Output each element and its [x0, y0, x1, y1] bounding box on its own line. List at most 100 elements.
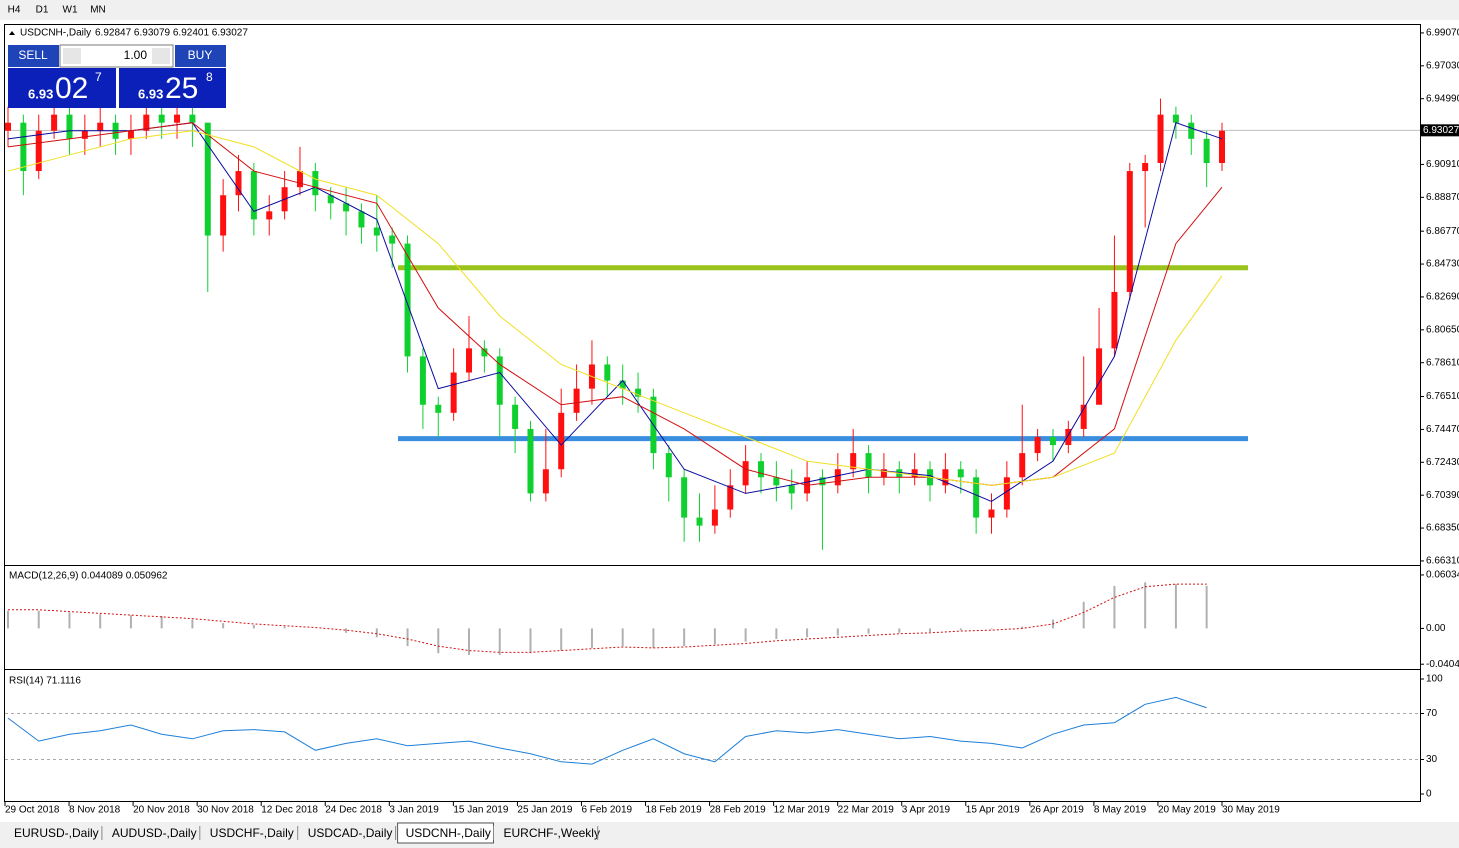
- candle-body: [742, 461, 749, 486]
- candle-body: [327, 195, 334, 204]
- candle-body: [158, 114, 165, 123]
- sell-button[interactable]: [8, 45, 59, 67]
- y-tick-label: 0.00: [1426, 623, 1446, 634]
- candle-body: [711, 509, 718, 526]
- candle-body: [865, 453, 872, 478]
- symbol-tab[interactable]: USDCAD-,Daily: [308, 826, 393, 840]
- candle-body: [373, 227, 380, 236]
- macd-signal: [8, 583, 1207, 653]
- candle-body: [174, 114, 181, 123]
- lot-input[interactable]: [59, 44, 174, 68]
- moving-average: [7, 122, 1223, 486]
- y-tick-label: 6.80650: [1426, 324, 1459, 335]
- candle-body: [1203, 138, 1210, 163]
- ask-frac: 8: [206, 70, 213, 84]
- candle-body: [1065, 428, 1072, 446]
- candle-body: [681, 477, 688, 518]
- lot-down[interactable]: [63, 48, 81, 64]
- symbol-tab[interactable]: AUDUSD-,Daily: [112, 826, 197, 840]
- candle-body: [558, 412, 565, 470]
- candle-body: [312, 171, 319, 196]
- candle-body: [1049, 436, 1056, 446]
- candle-body: [635, 388, 642, 397]
- symbol-tab[interactable]: EURUSD-,Daily: [14, 826, 99, 840]
- candle-body: [143, 114, 150, 131]
- buy-label[interactable]: BUY: [188, 48, 213, 62]
- candle-body: [404, 243, 411, 357]
- candle-body: [773, 477, 780, 486]
- bid-frac: 7: [95, 70, 102, 84]
- x-tick-label: 8 May 2019: [1094, 805, 1147, 816]
- x-tick-label: 18 Feb 2019: [646, 805, 703, 816]
- candle-body: [527, 428, 534, 494]
- candle-body: [1172, 114, 1179, 123]
- chart-frame: [4, 24, 1421, 802]
- candle-body: [696, 517, 703, 526]
- candle-body: [51, 114, 58, 131]
- candle-body: [573, 388, 580, 413]
- rsi-line: [7, 696, 1207, 765]
- candle-body: [834, 469, 841, 486]
- candle-body: [880, 469, 887, 478]
- candle-body: [1111, 291, 1118, 349]
- y-tick-label: 6.86770: [1426, 226, 1459, 237]
- y-tick-label: 70: [1426, 708, 1438, 719]
- bid-big: 6.93: [28, 86, 53, 101]
- macd-title: MACD(12,26,9) 0.044089 0.050962: [9, 571, 168, 582]
- moving-average: [7, 130, 1223, 486]
- one-click-panel: SELL 1.00 BUY 6.93 02 7 6.93 25 8: [8, 44, 226, 108]
- candle-body: [266, 211, 273, 220]
- y-tick-label: 6.84730: [1426, 259, 1459, 270]
- symbol-tab[interactable]: USDCHF-,Daily: [210, 826, 294, 840]
- candle-body: [235, 171, 242, 196]
- candle-body: [757, 461, 764, 478]
- x-tick-label: 26 Apr 2019: [1030, 805, 1084, 816]
- candle-body: [850, 453, 857, 470]
- timeframe-button[interactable]: D1: [36, 5, 49, 16]
- symbol-tab[interactable]: USDCNH-,Daily: [406, 826, 491, 840]
- candle-body: [988, 509, 995, 518]
- candle-body: [343, 203, 350, 212]
- lot-value[interactable]: 1.00: [124, 48, 148, 62]
- sell-label[interactable]: SELL: [18, 48, 48, 62]
- y-tick-label: 6.94990: [1426, 93, 1459, 104]
- candle-body: [5, 122, 11, 131]
- candle-body: [296, 171, 303, 188]
- candle-body: [220, 195, 227, 236]
- x-tick-label: 25 Jan 2019: [517, 805, 572, 816]
- candle-body: [1126, 171, 1133, 292]
- current-price-box: [1421, 124, 1459, 137]
- bid-box[interactable]: [8, 68, 116, 108]
- y-tick-label: 6.72430: [1426, 457, 1459, 468]
- candle-body: [97, 122, 104, 131]
- y-tick-label: 0.060342: [1426, 570, 1459, 581]
- candle-body: [1096, 348, 1103, 405]
- y-tick-label: 6.90910: [1426, 159, 1459, 170]
- symbol-tab[interactable]: EURCHF-,Weekly: [504, 826, 600, 840]
- y-tick-label: 0: [1426, 789, 1432, 800]
- candle-body: [942, 469, 949, 486]
- candle-body: [127, 130, 134, 139]
- timeframe-button[interactable]: W1: [63, 5, 78, 16]
- candle-body: [1157, 114, 1164, 163]
- candle-body: [358, 211, 365, 228]
- ask-box[interactable]: [119, 68, 226, 108]
- x-tick-label: 24 Dec 2018: [325, 805, 382, 816]
- buy-button[interactable]: [175, 45, 226, 67]
- candle-body: [20, 122, 27, 172]
- candle-body: [542, 469, 549, 494]
- x-tick-label: 12 Mar 2019: [774, 805, 831, 816]
- toolbar: [0, 0, 1459, 20]
- candle-body: [189, 114, 196, 123]
- y-tick-label: 6.82690: [1426, 292, 1459, 303]
- timeframe-button[interactable]: MN: [90, 5, 106, 16]
- bid-pips: 02: [55, 72, 88, 105]
- candle-body: [1188, 122, 1195, 139]
- lot-up[interactable]: [152, 48, 170, 64]
- timeframe-button[interactable]: H4: [8, 5, 21, 16]
- x-tick-label: 29 Oct 2018: [5, 805, 60, 816]
- candle-body: [1219, 130, 1225, 163]
